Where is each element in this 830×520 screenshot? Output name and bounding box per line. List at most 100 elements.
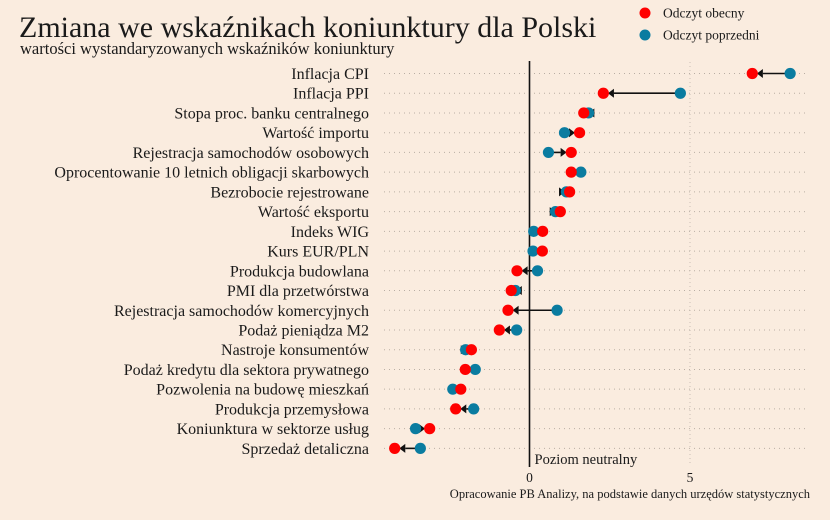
category-label: Podaż kredytu dla sektora prywatnego [124, 362, 369, 379]
reference-line-group: Poziom neutralny [528, 61, 638, 468]
current-value-point [511, 265, 523, 277]
previous-value-point [469, 363, 481, 376]
category-label: Wartość importu [262, 125, 369, 142]
dumbbell-row [549, 206, 566, 218]
current-value-point [389, 442, 401, 454]
dumbbell-row [565, 166, 587, 178]
change-arrow-head [607, 88, 614, 98]
current-value-point [450, 403, 462, 415]
current-value-point [554, 206, 566, 218]
change-arrow-head [756, 69, 763, 78]
current-value-point [459, 363, 471, 376]
legend-label-previous: Odczyt poprzedni [663, 28, 760, 43]
previous-value-point [527, 245, 539, 257]
category-label: Pozwolenia na budowę mieszkań [156, 382, 369, 399]
category-label: Kurs EUR/PLN [267, 244, 369, 261]
current-value-point [505, 284, 517, 297]
change-arrow-head [399, 443, 406, 453]
dumbbell-row [528, 225, 549, 237]
category-label: Wartość eksportu [258, 204, 369, 221]
data-marks [389, 67, 796, 454]
previous-value-point [575, 166, 587, 178]
category-label: Indeks WIG [291, 224, 370, 241]
dumbbell-row [558, 127, 586, 139]
change-arrow-head [512, 305, 519, 315]
category-label: Koniunktura w sektorze usług [177, 421, 369, 438]
category-label: Nastroje konsumentów [221, 342, 369, 359]
dumbbell-row [559, 186, 576, 198]
previous-value-point [447, 383, 459, 395]
change-arrow-head [460, 404, 467, 414]
current-value-point [597, 87, 609, 99]
category-label: Rejestracja samochodów osobowych [133, 145, 369, 162]
previous-value-point [468, 403, 480, 415]
previous-value-point [409, 423, 422, 435]
current-value-point [455, 383, 467, 395]
current-value-point [564, 186, 576, 198]
current-value-point [493, 324, 505, 336]
current-value-point [565, 166, 577, 178]
dumbbell-row [493, 324, 523, 336]
x-tick-label: 5 [687, 470, 694, 485]
chart-title: Zmiana we wskaźnikach koniunktury dla Po… [19, 11, 597, 44]
current-value-point [573, 127, 586, 139]
dumbbell-row [460, 344, 477, 356]
category-label: Inflacja CPI [291, 66, 369, 83]
previous-value-point [511, 324, 523, 336]
dumbbell-row [389, 442, 426, 454]
previous-value-point [551, 304, 563, 316]
category-label: Inflacja PPI [293, 86, 369, 103]
current-value-point [502, 304, 514, 316]
change-arrow-head [521, 266, 528, 276]
dumbbell-row [450, 403, 480, 415]
dumbbell-row [527, 245, 548, 257]
category-label: Oprocentowanie 10 letnich obligacji skar… [54, 165, 369, 182]
dumbbell-row [502, 304, 563, 316]
dumbbell-row [505, 284, 522, 297]
legend: Odczyt obecny Odczyt poprzedni [639, 6, 760, 43]
previous-value-point [531, 265, 544, 277]
category-label: PMI dla przetwórstwa [227, 283, 369, 300]
category-label: Produkcja przemysłowa [215, 401, 369, 418]
change-arrow-head [568, 128, 575, 138]
neutral-level-label: Poziom neutralny [535, 452, 638, 468]
current-value-point [465, 344, 477, 356]
chart-subtitle: wartości wystandaryzowanych wskaźników k… [20, 39, 395, 58]
dumbbell-row [597, 87, 686, 99]
previous-value-point [414, 442, 426, 454]
previous-value-point [784, 67, 796, 80]
category-label: Stopa proc. banku centralnego [174, 105, 369, 122]
category-label: Sprzedaż detaliczna [242, 441, 369, 458]
current-value-point [578, 107, 590, 119]
dumbbell-row [447, 383, 467, 395]
category-label: Rejestracja samochodów komercyjnych [114, 303, 369, 320]
category-label: Produkcja budowlana [230, 263, 369, 280]
legend-label-current: Odczyt obecny [663, 6, 745, 21]
dumbbell-row [459, 363, 481, 376]
x-tick-label: 0 [526, 470, 533, 485]
change-arrow-head [503, 325, 510, 335]
y-axis-labels: Inflacja CPI Inflacja PPI Stopa proc. bank… [54, 66, 369, 458]
previous-value-point [674, 87, 686, 99]
legend-marker-previous [639, 29, 651, 41]
change-arrow-head [560, 147, 567, 157]
current-value-point [537, 225, 549, 237]
category-label: Podaż pieniądza M2 [238, 322, 369, 339]
current-value-point [424, 423, 436, 435]
dumbbell-row [511, 265, 544, 277]
current-value-point [565, 146, 577, 159]
dumbbell-row [542, 146, 577, 159]
category-label: Bezrobocie rejestrowane [210, 184, 369, 201]
source-note: Opracowanie PB Analizy, na podstawie dan… [450, 487, 811, 501]
legend-marker-current [639, 7, 651, 19]
previous-value-point [558, 127, 571, 139]
dumbbell-row [746, 67, 796, 80]
previous-value-point [528, 225, 540, 237]
previous-value-point [542, 146, 555, 159]
gridlines [384, 62, 808, 466]
current-value-point [536, 245, 548, 257]
dumbbell-row [409, 423, 436, 435]
dumbbell-row [578, 107, 595, 119]
